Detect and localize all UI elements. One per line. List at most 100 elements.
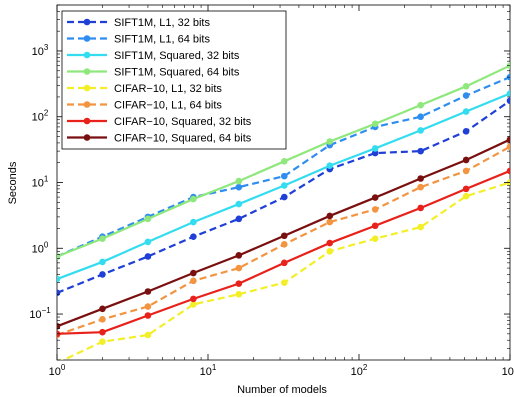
data-point (326, 239, 334, 247)
data-point (417, 101, 424, 109)
data-point (371, 206, 379, 213)
data-point (235, 177, 243, 185)
y-axis-label: Seconds (7, 161, 19, 204)
legend-label: CIFAR−10, Squared, 64 bits (114, 133, 252, 145)
y-tick-label: 102 (32, 109, 49, 124)
data-point (99, 328, 106, 336)
data-point (99, 316, 106, 323)
data-point (417, 175, 424, 182)
data-point (190, 277, 197, 285)
legend-label: CIFAR−10, Squared, 32 bits (114, 116, 252, 128)
legend-item: SIFT1M, Squared, 32 bits (67, 50, 240, 62)
series-3 (57, 62, 510, 260)
data-point (144, 303, 152, 310)
data-point (57, 289, 61, 297)
legend: SIFT1M, L1, 32 bits SIFT1M, L1, 64 bits SI… (61, 10, 287, 150)
data-point (144, 215, 152, 223)
data-point (144, 238, 152, 246)
data-point (506, 136, 510, 143)
data-point (190, 195, 197, 203)
series-0 (57, 97, 510, 297)
x-tick-label: 100 (49, 363, 66, 378)
x-tick-label: 103 (502, 363, 514, 378)
data-point (280, 172, 288, 180)
data-point (326, 218, 334, 226)
data-point (417, 204, 424, 212)
legend-item: SIFT1M, L1, 64 bits (67, 34, 210, 46)
x-axis-label: Number of models (237, 384, 327, 396)
legend-swatch-marker (83, 51, 91, 59)
data-point (280, 158, 288, 165)
data-point (371, 120, 379, 128)
data-point (144, 312, 152, 319)
data-point (235, 264, 243, 272)
series-7 (57, 136, 510, 330)
data-point (99, 271, 106, 278)
data-point (144, 331, 152, 339)
data-point (326, 162, 334, 170)
data-point (235, 280, 243, 287)
legend-swatch-marker (83, 134, 91, 141)
data-point (280, 193, 288, 201)
data-point (57, 323, 61, 330)
series-layer (57, 62, 510, 360)
legend-item: CIFAR−10, Squared, 64 bits (67, 133, 252, 145)
legend-label: SIFT1M, L1, 64 bits (114, 34, 210, 46)
data-point (417, 147, 424, 155)
legend-swatch-marker (83, 35, 91, 42)
series-6 (57, 167, 510, 338)
data-point (190, 233, 197, 240)
data-point (417, 223, 424, 231)
data-point (280, 259, 288, 267)
data-point (144, 253, 152, 260)
series-4 (57, 179, 510, 360)
data-point (190, 295, 197, 303)
data-point (371, 145, 379, 152)
data-point (144, 288, 152, 295)
data-point (235, 215, 243, 223)
data-point (280, 232, 288, 240)
series-2 (57, 90, 510, 283)
data-point (462, 83, 470, 90)
y-tick-label: 103 (32, 43, 49, 58)
legend-label: SIFT1M, L1, 32 bits (114, 17, 210, 29)
legend-item: CIFAR−10, L1, 64 bits (67, 100, 222, 112)
data-point (235, 200, 243, 208)
data-point (462, 108, 470, 115)
data-point (371, 235, 379, 242)
series-1 (57, 73, 510, 260)
data-point (326, 138, 334, 145)
legend-box (61, 10, 287, 150)
data-point (190, 301, 197, 308)
data-point (235, 290, 243, 298)
legend-label: SIFT1M, Squared, 64 bits (114, 67, 240, 79)
data-point (417, 127, 424, 134)
data-point (462, 167, 470, 175)
legend-swatch-marker (83, 101, 91, 108)
data-point (190, 218, 197, 226)
data-point (506, 143, 510, 151)
data-point (462, 185, 470, 193)
legend-item: CIFAR−10, L1, 32 bits (67, 83, 222, 95)
x-tick-label: 102 (351, 363, 368, 378)
data-point (99, 235, 106, 242)
x-tick-label: 101 (200, 363, 217, 378)
y-tick-label: 101 (32, 175, 49, 190)
data-point (506, 97, 510, 105)
data-point (57, 253, 61, 260)
axes-layer: 100 101 102 103 10−1 100 101 102 103 (29, 4, 514, 378)
data-point (99, 258, 106, 266)
data-point (326, 212, 334, 220)
data-point (417, 183, 424, 191)
data-point (99, 305, 106, 313)
data-point (371, 194, 379, 201)
legend-item: CIFAR−10, Squared, 32 bits (67, 116, 252, 128)
data-point (462, 156, 470, 164)
data-point (506, 167, 510, 175)
data-point (235, 183, 243, 191)
legend-swatch-marker (83, 18, 91, 26)
legend-swatch-marker (83, 117, 91, 125)
legend-item: SIFT1M, L1, 32 bits (67, 17, 210, 29)
data-point (99, 338, 106, 345)
